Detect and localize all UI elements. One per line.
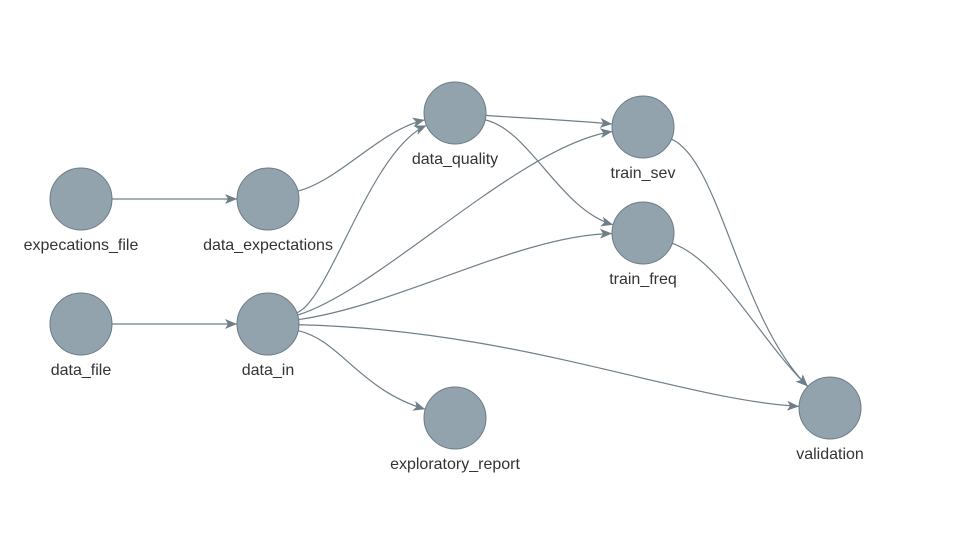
edge-train_freq-to-validation bbox=[672, 242, 809, 387]
edges-layer bbox=[112, 114, 809, 411]
node-data_expectations[interactable]: data_expectations bbox=[203, 167, 333, 254]
edge-data_expectations-to-data_quality bbox=[297, 117, 425, 192]
node-data_file[interactable]: data_file bbox=[49, 292, 113, 379]
node-label: data_in bbox=[242, 362, 295, 379]
node-label: train_sev bbox=[611, 165, 676, 182]
node-circle[interactable] bbox=[611, 95, 675, 159]
edge-data_in-to-validation bbox=[298, 324, 800, 411]
node-exploratory_report[interactable]: exploratory_report bbox=[390, 386, 520, 473]
edge-train_sev-to-validation bbox=[671, 138, 809, 387]
node-train_freq[interactable]: train_freq bbox=[609, 201, 677, 288]
node-circle[interactable] bbox=[611, 201, 675, 265]
node-label: validation bbox=[796, 446, 864, 463]
node-circle[interactable] bbox=[236, 167, 300, 231]
node-label: data_file bbox=[51, 362, 112, 379]
node-circle[interactable] bbox=[49, 292, 113, 356]
node-validation[interactable]: validation bbox=[796, 376, 864, 463]
node-expecations_file[interactable]: expecations_file bbox=[24, 167, 139, 254]
node-circle[interactable] bbox=[49, 167, 113, 231]
node-label: data_expectations bbox=[203, 237, 333, 254]
edge-data_in-to-data_quality bbox=[296, 124, 427, 314]
node-label: train_freq bbox=[609, 271, 677, 288]
edge-data_in-to-train_freq bbox=[298, 228, 613, 321]
edge-data_in-to-train_sev bbox=[297, 128, 613, 316]
edge-data_quality-to-train_freq bbox=[485, 119, 614, 227]
edge-data_quality-to-train_sev bbox=[485, 114, 613, 128]
node-label: expecations_file bbox=[24, 237, 139, 254]
node-data_quality[interactable]: data_quality bbox=[412, 81, 498, 168]
node-train_sev[interactable]: train_sev bbox=[611, 95, 676, 182]
node-label: data_quality bbox=[412, 151, 498, 168]
node-data_in[interactable]: data_in bbox=[236, 292, 300, 379]
nodes-layer: expecations_file data_expectations data_fi… bbox=[24, 81, 864, 473]
node-circle[interactable] bbox=[423, 386, 487, 450]
node-circle[interactable] bbox=[236, 292, 300, 356]
node-circle[interactable] bbox=[798, 376, 862, 440]
edge-data_in-to-exploratory_report bbox=[298, 330, 426, 411]
node-circle[interactable] bbox=[423, 81, 487, 145]
node-label: exploratory_report bbox=[390, 456, 520, 473]
